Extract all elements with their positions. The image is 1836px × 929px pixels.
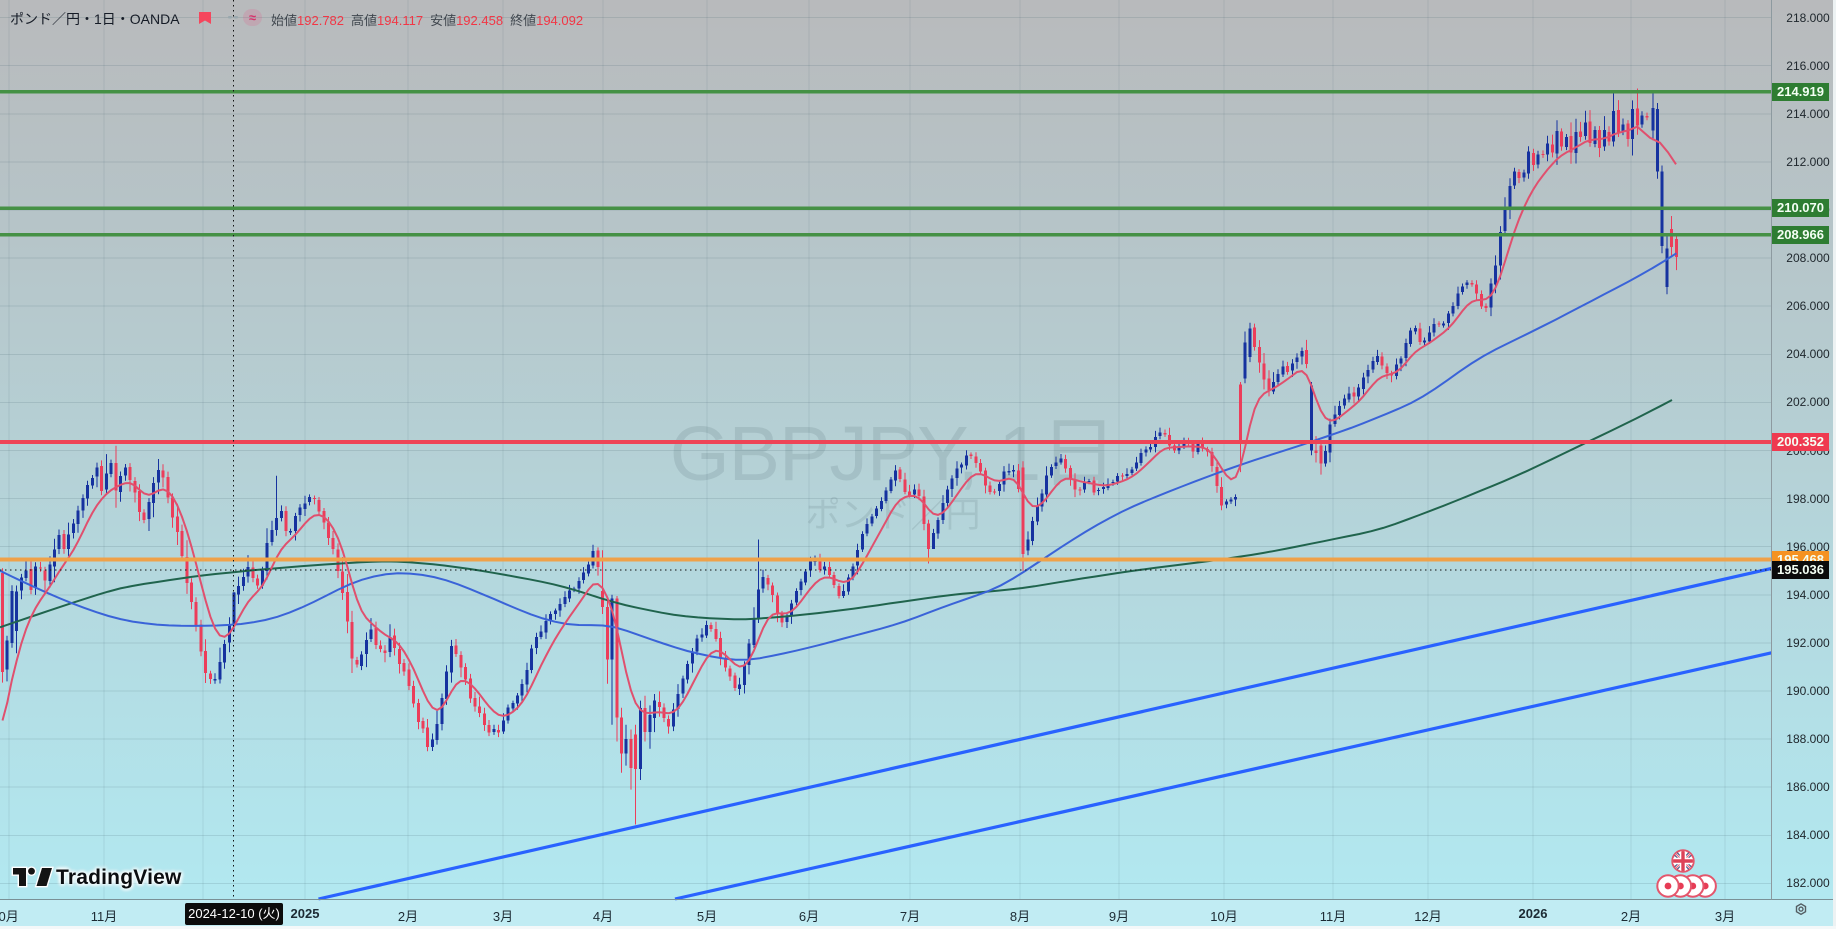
svg-text:≈: ≈ (249, 10, 256, 25)
